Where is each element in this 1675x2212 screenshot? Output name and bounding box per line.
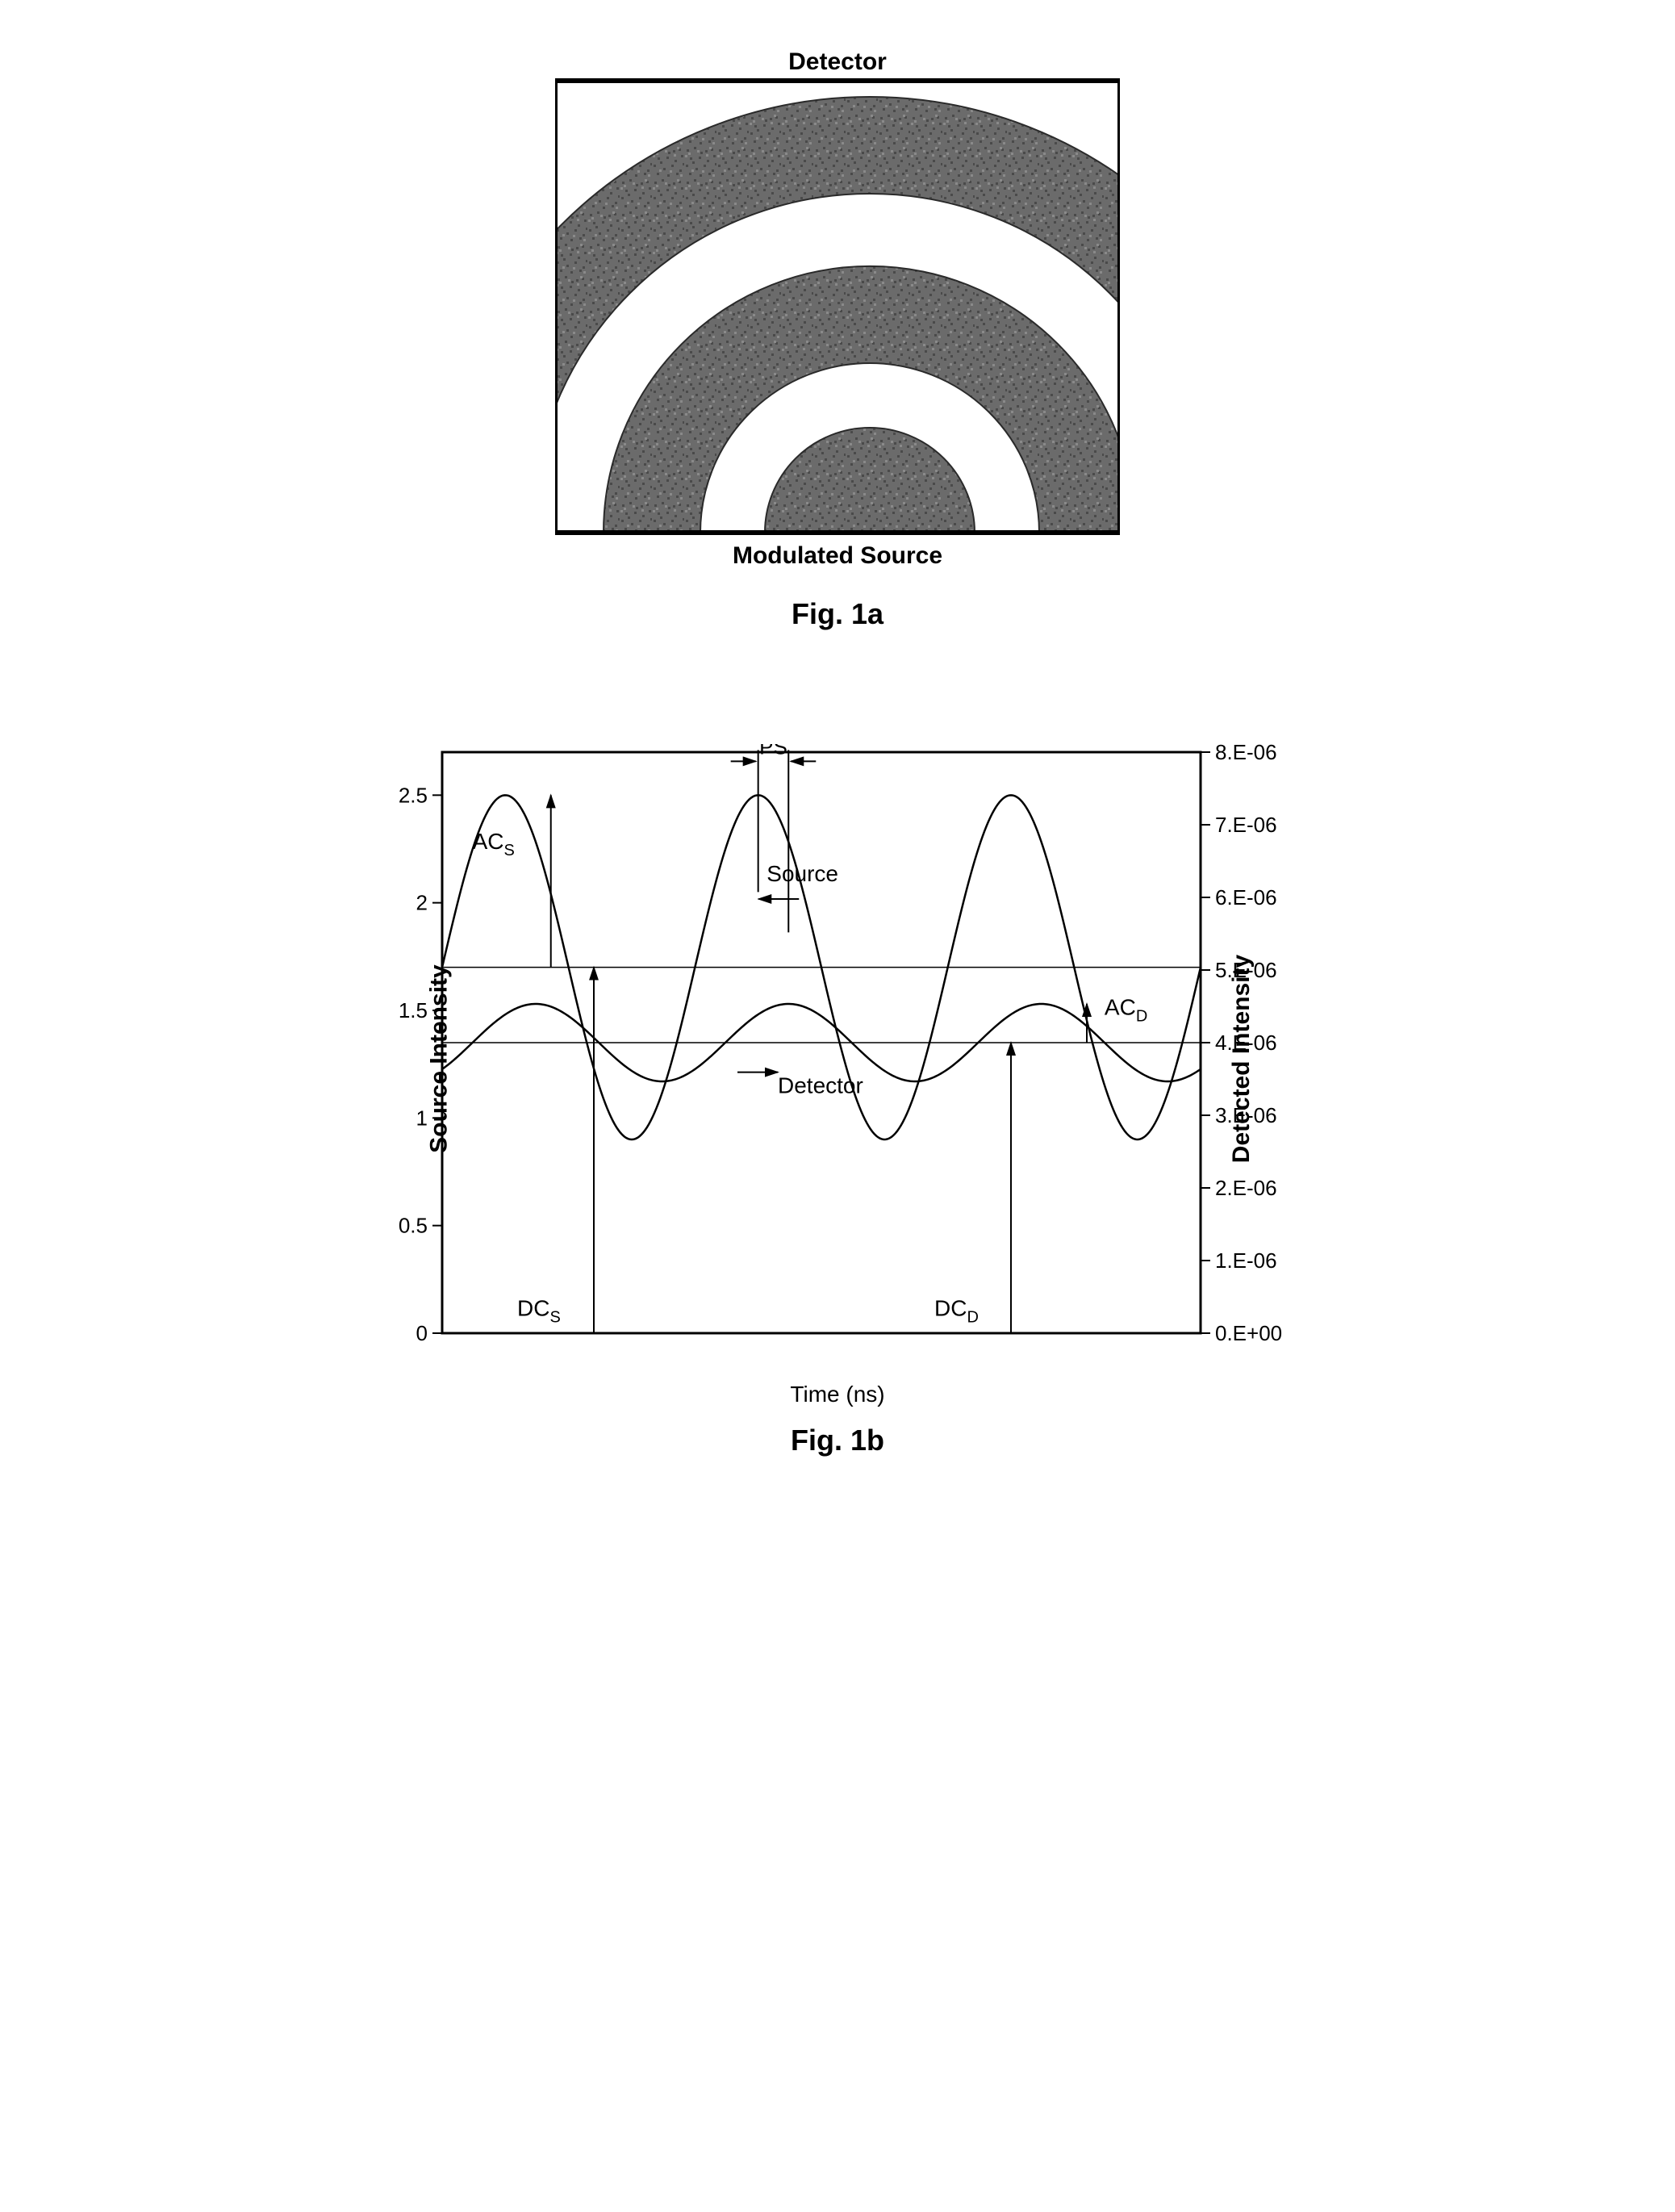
yl-tick-0: 0 (416, 1321, 428, 1345)
yr-tick-6: 6.E-06 (1215, 885, 1277, 909)
fig1a-caption: Fig. 1a (792, 597, 883, 631)
fig1a-diagram: Detector Modulated Source (555, 48, 1120, 581)
yr-tick-1: 1.E-06 (1215, 1248, 1277, 1273)
x-axis-label: Time (ns) (790, 1382, 884, 1407)
ps-label: PS (759, 744, 787, 759)
yl-tick-5: 2.5 (399, 783, 428, 807)
fig1b-chart-wrap: Source Intensity Detected Intensity 00.5… (353, 744, 1322, 1374)
source-series-label: Source (766, 861, 838, 886)
figure-1b: Source Intensity Detected Intensity 0 0.5… (353, 744, 1322, 1457)
y-left-axis-label: Source Intensity (426, 964, 453, 1152)
yr-tick-2: 2.E-06 (1215, 1176, 1277, 1200)
yr-tick-8: 8.E-06 (1215, 744, 1277, 764)
yr-tick-0: 0.E+00 (1215, 1321, 1282, 1345)
y-right-axis-label: Detected Intensity (1228, 955, 1255, 1163)
detector-series-label: Detector (778, 1073, 863, 1098)
detector-label: Detector (788, 48, 887, 75)
yl-tick-1: 0.5 (399, 1214, 428, 1238)
fig1b-chart: 00.511.522.50.E+001.E-062.E-063.E-064.E-… (353, 744, 1322, 1374)
fig1b-caption: Fig. 1b (791, 1424, 884, 1457)
modulated-source-label: Modulated Source (733, 542, 942, 569)
figure-1a: Detector Modulated Source Fig. 1a (555, 48, 1120, 631)
yr-tick-7: 7.E-06 (1215, 813, 1277, 837)
yl-tick-3: 1.5 (399, 998, 428, 1022)
yl-tick-4: 2 (416, 891, 428, 915)
